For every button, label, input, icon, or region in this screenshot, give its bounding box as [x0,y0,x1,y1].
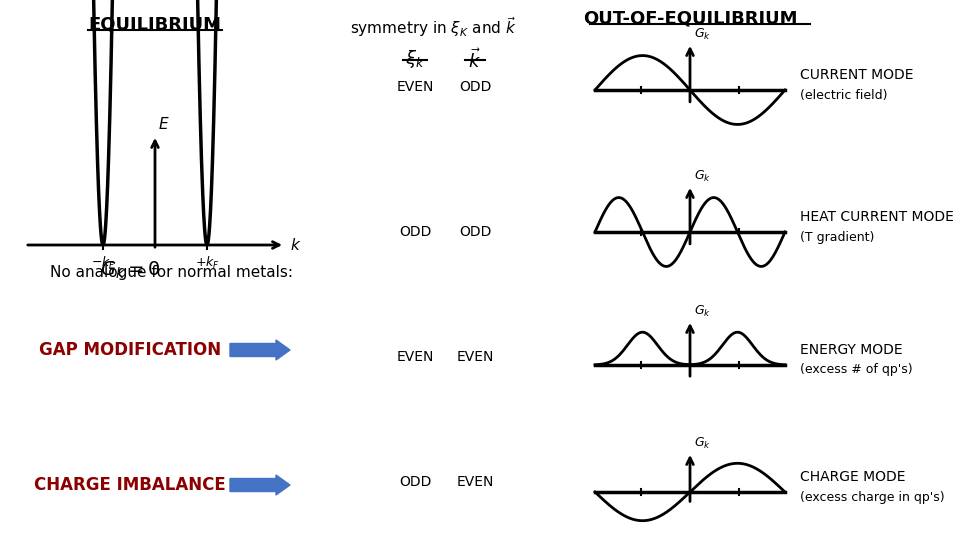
Text: GAP MODIFICATION: GAP MODIFICATION [39,341,221,359]
Text: (excess charge in qp's): (excess charge in qp's) [800,490,945,503]
Text: $G_k$: $G_k$ [694,169,711,184]
Text: CURRENT MODE: CURRENT MODE [800,68,914,82]
FancyArrow shape [230,475,290,495]
Text: EVEN: EVEN [456,475,493,489]
Text: $G_k$: $G_k$ [694,27,711,42]
Text: (T gradient): (T gradient) [800,231,875,244]
Text: $k$: $k$ [290,237,301,253]
Text: CHARGE IMBALANCE: CHARGE IMBALANCE [35,476,226,494]
Text: EVEN: EVEN [396,80,434,94]
Text: $+k_F$: $+k_F$ [195,255,220,271]
Text: ODD: ODD [459,80,492,94]
Text: EQUILIBRIUM: EQUILIBRIUM [88,15,222,33]
Text: $\vec{k}$: $\vec{k}$ [468,48,482,72]
Text: EVEN: EVEN [456,350,493,364]
Text: CHARGE MODE: CHARGE MODE [800,470,905,484]
Text: symmetry in $\xi_K$ and $\vec{k}$: symmetry in $\xi_K$ and $\vec{k}$ [350,15,516,39]
Text: ODD: ODD [459,225,492,239]
Text: ENERGY MODE: ENERGY MODE [800,343,902,357]
Text: $E$: $E$ [158,116,170,132]
Text: $-k_F$: $-k_F$ [90,255,115,271]
Text: (electric field): (electric field) [800,89,887,102]
FancyArrow shape [230,340,290,360]
Text: EVEN: EVEN [396,350,434,364]
Text: (excess # of qp's): (excess # of qp's) [800,363,913,376]
Text: $G_k$: $G_k$ [694,304,711,319]
Text: $G_k$: $G_k$ [694,436,711,451]
Text: OUT-OF-EQUILIBRIUM: OUT-OF-EQUILIBRIUM [583,10,797,28]
Text: HEAT CURRENT MODE: HEAT CURRENT MODE [800,210,954,224]
Text: ODD: ODD [398,475,431,489]
Text: ODD: ODD [398,225,431,239]
Text: $\xi_k$: $\xi_k$ [405,48,425,70]
Text: $G_k = 0$: $G_k = 0$ [100,259,160,281]
Text: No analogue for normal metals:: No analogue for normal metals: [50,265,293,280]
